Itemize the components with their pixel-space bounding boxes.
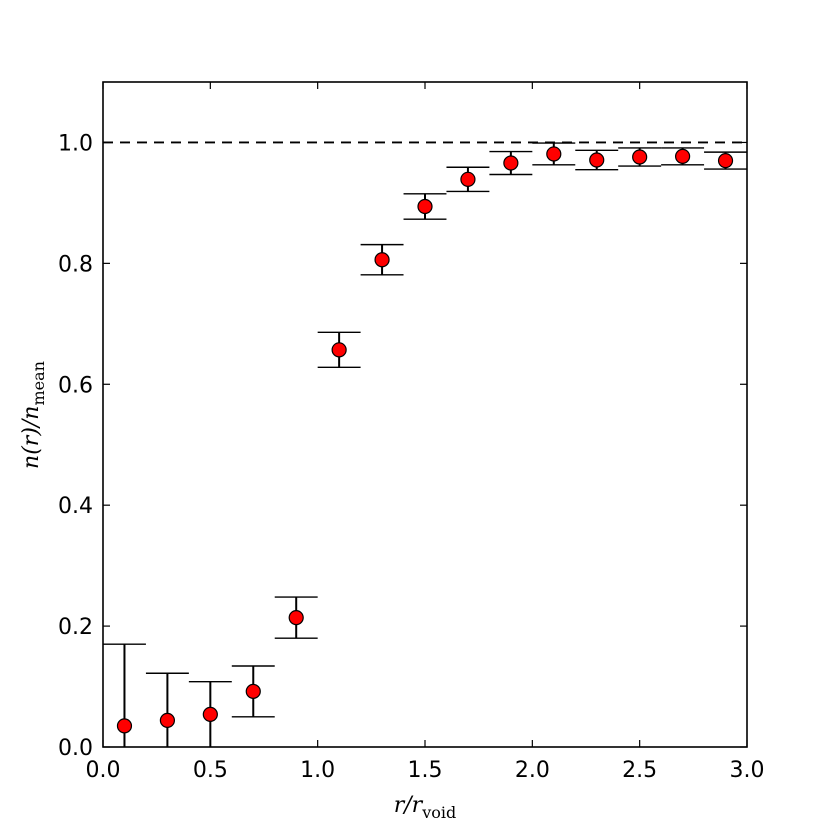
y-tick-label: 0.6: [58, 373, 93, 398]
x-tick-label: 0.5: [193, 758, 228, 783]
data-point-group: [116, 146, 734, 734]
data-point: [717, 152, 734, 169]
y-axis-label-main: n(r)/n: [19, 406, 44, 469]
y-tick-label: 0.8: [58, 252, 93, 277]
x-tick-label: 1.5: [408, 758, 443, 783]
x-tick-label: 3.0: [730, 758, 765, 783]
errorbar-group: [103, 142, 747, 747]
data-point: [417, 198, 433, 215]
data-point: [460, 171, 476, 187]
y-tick-label: 0.0: [58, 736, 93, 761]
y-tick-label: 0.4: [58, 494, 93, 519]
y-tick-label: 0.2: [58, 615, 93, 640]
y-axis-label-sub: mean: [29, 361, 48, 405]
data-point: [245, 683, 261, 699]
data-point: [546, 146, 562, 162]
y-axis-label: n(r)/nmean: [19, 361, 48, 469]
data-point: [202, 706, 218, 722]
data-point: [374, 252, 390, 268]
data-point: [632, 149, 648, 165]
data-point: [116, 718, 133, 734]
x-tick-label: 2.5: [622, 758, 657, 783]
x-tick-label: 1.0: [300, 758, 335, 783]
data-point: [589, 152, 605, 168]
y-tick-label: 1.0: [58, 131, 93, 156]
x-tick-label: 0.0: [86, 758, 121, 783]
x-tick-label: 2.0: [515, 758, 550, 783]
x-axis-label-main: r/r: [394, 793, 424, 818]
data-point: [503, 155, 519, 171]
x-axis-label-sub: void: [421, 803, 456, 822]
plot-frame: [102, 81, 748, 748]
data-point: [288, 610, 304, 626]
data-point: [674, 148, 691, 164]
data-point: [331, 342, 347, 358]
tick-marks: [102, 82, 748, 748]
x-axis-label: r/rvoid: [394, 793, 456, 822]
tick-labels: 0.0 0.5 1.0 1.5 2.0 2.5 3.0 0.0 0.2 0.4 0.6 0.8 1.0: [58, 131, 765, 783]
data-point: [159, 712, 175, 729]
